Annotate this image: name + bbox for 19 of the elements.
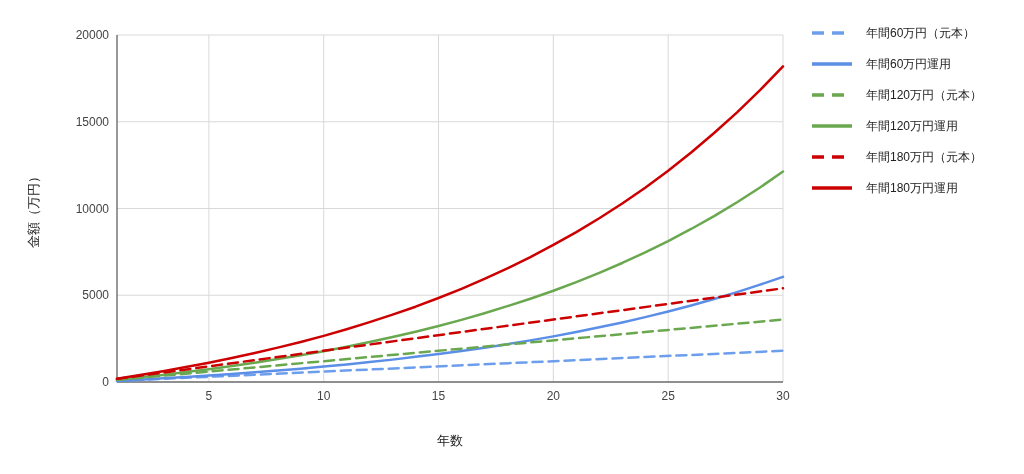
y-tick-label: 20000 <box>75 28 110 42</box>
x-tick-label: 30 <box>776 389 790 403</box>
x-tick-label: 25 <box>661 389 676 403</box>
legend-label: 年間120万円（元本） <box>866 88 983 102</box>
legend-label: 年間60万円（元本） <box>866 26 976 40</box>
y-tick-label: 0 <box>102 375 110 389</box>
x-axis-title: 年数 <box>437 433 463 448</box>
legend-label: 年間180万円運用 <box>866 181 959 195</box>
y-tick-label: 15000 <box>75 114 110 129</box>
x-tick-label: 15 <box>431 389 446 403</box>
x-tick-label: 20 <box>546 389 561 403</box>
x-tick-label: 10 <box>317 389 331 403</box>
y-tick-label: 10000 <box>75 201 110 216</box>
y-tick-label: 5000 <box>82 288 110 303</box>
legend-label: 年間60万円運用 <box>866 57 952 71</box>
legend-label: 年間120万円運用 <box>866 119 959 133</box>
legend-label: 年間180万円（元本） <box>866 150 983 164</box>
y-axis-title: 金額（万円） <box>26 169 41 248</box>
x-tick-label: 5 <box>205 389 213 403</box>
